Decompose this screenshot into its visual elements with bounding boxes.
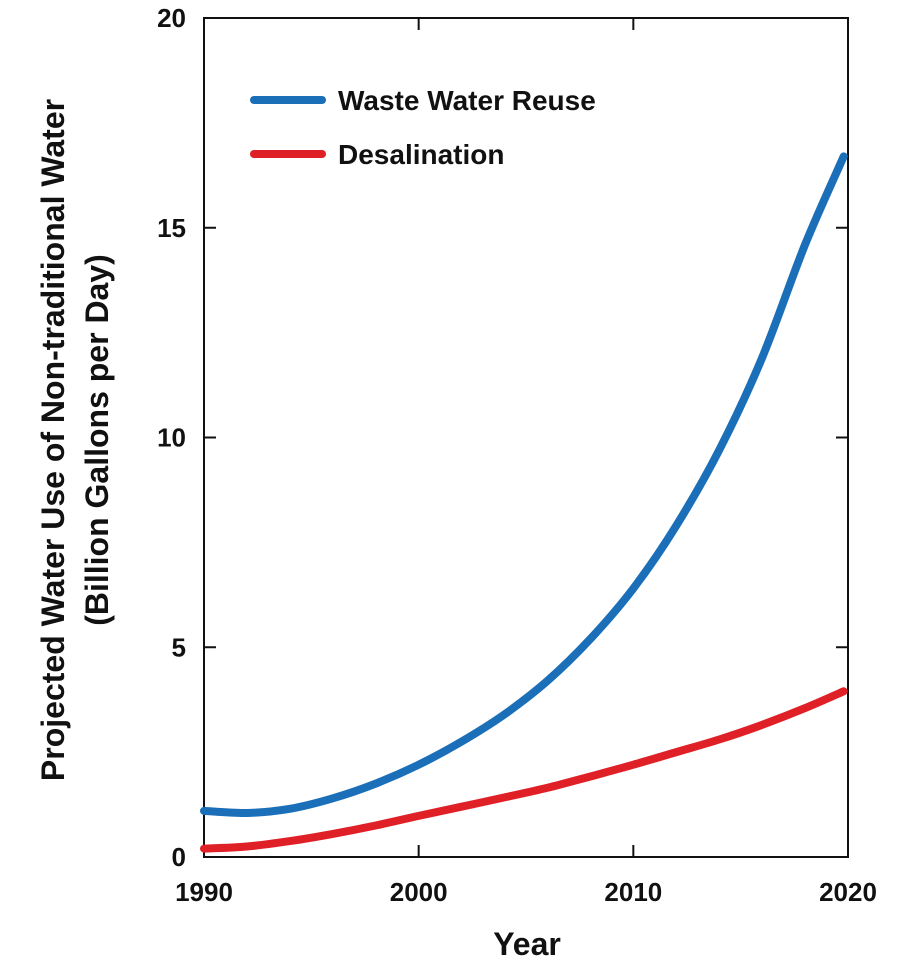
- series-line-desalination: [200, 687, 848, 853]
- y-tick-label: 0: [172, 842, 186, 872]
- y-axis-title-line2: (Billion Gallons per Day): [79, 254, 115, 626]
- y-axis-title-line1: Projected Water Use of Non-traditional W…: [35, 99, 71, 781]
- legend-label: Desalination: [338, 139, 504, 170]
- legend-label: Waste Water Reuse: [338, 85, 596, 116]
- y-tick-label: 5: [172, 632, 186, 662]
- y-tick-label: 20: [157, 3, 186, 33]
- series-line-waste-water-reuse: [200, 152, 848, 818]
- x-tick-label: 2010: [604, 877, 662, 907]
- x-tick-label: 1990: [175, 877, 233, 907]
- x-tick-label: 2020: [819, 877, 877, 907]
- x-axis-title: Year: [493, 926, 561, 962]
- tick-labels: 1990 2000 2010 2020 0 5 10 15 20: [157, 3, 877, 907]
- series-lines: [200, 152, 848, 853]
- legend: Waste Water Reuse Desalination: [250, 85, 596, 170]
- y-tick-label: 10: [157, 423, 186, 453]
- x-tick-label: 2000: [390, 877, 448, 907]
- y-tick-label: 15: [157, 213, 186, 243]
